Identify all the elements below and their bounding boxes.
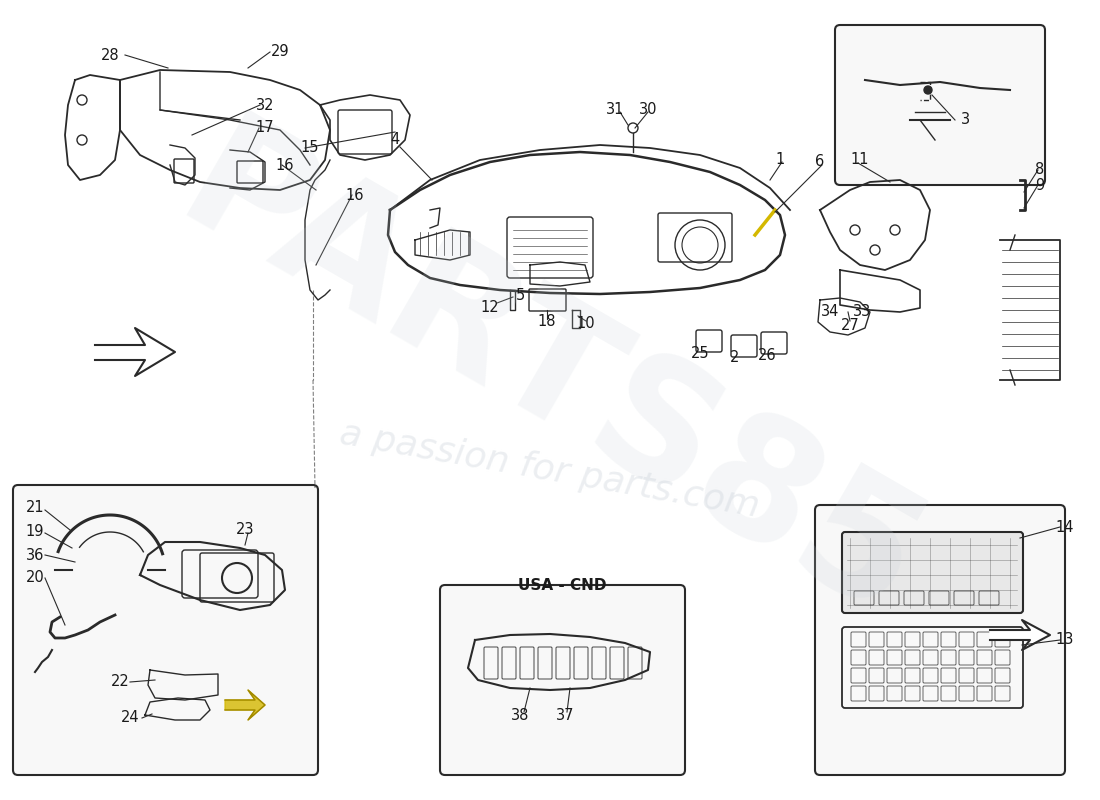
Text: 17: 17 xyxy=(255,121,274,135)
Text: 20: 20 xyxy=(25,570,44,586)
Text: 3: 3 xyxy=(960,113,969,127)
Text: a passion for parts.com: a passion for parts.com xyxy=(338,416,762,524)
Text: 19: 19 xyxy=(25,525,44,539)
Text: 22: 22 xyxy=(111,674,130,690)
Text: 4: 4 xyxy=(390,133,399,147)
Text: 28: 28 xyxy=(101,47,119,62)
Text: 10: 10 xyxy=(576,317,595,331)
Text: 2: 2 xyxy=(730,350,739,366)
Polygon shape xyxy=(226,690,265,720)
Circle shape xyxy=(924,86,932,94)
Text: 33: 33 xyxy=(852,305,871,319)
Text: 12: 12 xyxy=(481,301,499,315)
Text: 36: 36 xyxy=(25,547,44,562)
FancyBboxPatch shape xyxy=(842,532,1023,613)
Text: 1: 1 xyxy=(776,153,784,167)
Text: 16: 16 xyxy=(345,187,364,202)
FancyBboxPatch shape xyxy=(815,505,1065,775)
Text: USA - CND: USA - CND xyxy=(518,578,606,593)
Text: 13: 13 xyxy=(1056,633,1075,647)
Text: 32: 32 xyxy=(255,98,274,113)
Text: 21: 21 xyxy=(25,501,44,515)
Text: 9: 9 xyxy=(1035,178,1045,193)
FancyBboxPatch shape xyxy=(13,485,318,775)
Text: 14: 14 xyxy=(1056,519,1075,534)
FancyBboxPatch shape xyxy=(835,25,1045,185)
Text: 8: 8 xyxy=(1035,162,1045,178)
Text: 23: 23 xyxy=(235,522,254,538)
Text: 29: 29 xyxy=(271,45,289,59)
FancyBboxPatch shape xyxy=(440,585,685,775)
Text: 11: 11 xyxy=(850,153,869,167)
Polygon shape xyxy=(990,620,1050,650)
Text: 31: 31 xyxy=(606,102,624,118)
Text: 24: 24 xyxy=(121,710,140,726)
Text: 27: 27 xyxy=(840,318,859,333)
Text: 38: 38 xyxy=(510,707,529,722)
Text: 5: 5 xyxy=(516,287,525,302)
Text: 18: 18 xyxy=(538,314,557,330)
Text: 26: 26 xyxy=(758,347,777,362)
Text: 34: 34 xyxy=(821,305,839,319)
Polygon shape xyxy=(95,328,175,376)
Text: 16: 16 xyxy=(276,158,295,173)
Text: 25: 25 xyxy=(691,346,710,361)
Text: 6: 6 xyxy=(815,154,825,170)
Text: PARTS85: PARTS85 xyxy=(153,104,947,656)
Text: 15: 15 xyxy=(300,141,319,155)
Text: 37: 37 xyxy=(556,707,574,722)
Text: 30: 30 xyxy=(639,102,658,118)
